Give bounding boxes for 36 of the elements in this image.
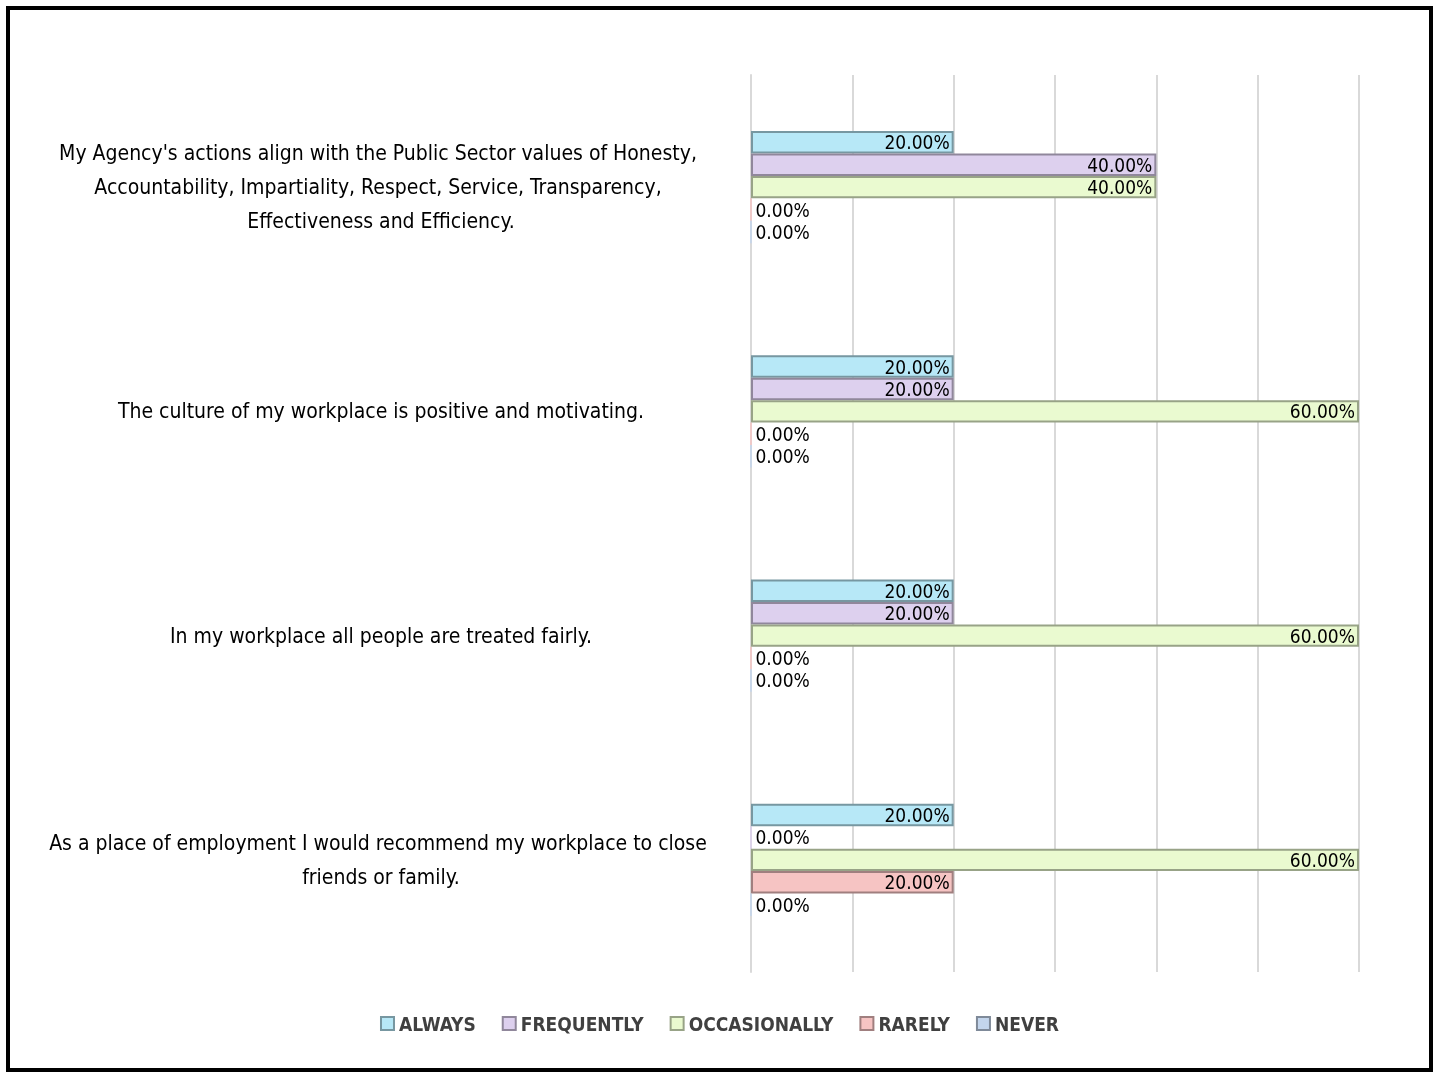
data-label: 0.00% bbox=[755, 893, 810, 916]
data-label: 20.00% bbox=[884, 871, 950, 894]
bar bbox=[751, 871, 954, 894]
bar bbox=[751, 624, 1359, 647]
data-label: 40.00% bbox=[1087, 153, 1153, 176]
data-label: 20.00% bbox=[884, 377, 950, 400]
data-label: 0.00% bbox=[755, 647, 810, 670]
legend-label: FREQUENTLY bbox=[520, 1012, 645, 1035]
bar bbox=[751, 153, 1157, 176]
legend-label: OCCASIONALLY bbox=[688, 1012, 835, 1035]
data-label: 0.00% bbox=[755, 198, 810, 221]
data-label: 40.00% bbox=[1087, 176, 1153, 199]
data-label: 20.00% bbox=[884, 602, 950, 625]
bar bbox=[751, 848, 1359, 872]
data-label: 0.00% bbox=[755, 669, 810, 692]
bar bbox=[751, 175, 1157, 199]
y-tick-label: My Agency's actions align with the Public Sector values of Honesty, Accountability, Impartiality, Respect, Service, Transparency, Effectiveness and Efficiency. bbox=[59, 141, 703, 234]
data-label: 20.00% bbox=[884, 131, 950, 154]
data-label: 0.00% bbox=[755, 445, 810, 468]
legend-label: RARELY bbox=[878, 1012, 951, 1035]
data-label: 20.00% bbox=[884, 804, 950, 827]
legend-label: NEVER bbox=[994, 1012, 1060, 1035]
bar bbox=[751, 400, 1359, 423]
legend-label: ALWAYS bbox=[398, 1012, 476, 1035]
data-label: 0.00% bbox=[755, 826, 810, 849]
data-label: 60.00% bbox=[1289, 400, 1355, 423]
data-label: 0.00% bbox=[755, 422, 810, 445]
data-label: 60.00% bbox=[1289, 624, 1355, 647]
data-label: 0.00% bbox=[755, 220, 810, 243]
y-tick-label: In my workplace all people are treated fairly. bbox=[170, 623, 592, 648]
y-tick-label: The culture of my workplace is positive and motivating. bbox=[116, 399, 645, 424]
data-label: 20.00% bbox=[884, 579, 950, 602]
data-label: 20.00% bbox=[884, 355, 950, 378]
bar bbox=[751, 355, 954, 378]
data-label: 60.00% bbox=[1289, 848, 1355, 871]
y-tick-label: As a place of employment I would recommend my workplace to close friends or family. bbox=[49, 830, 713, 889]
